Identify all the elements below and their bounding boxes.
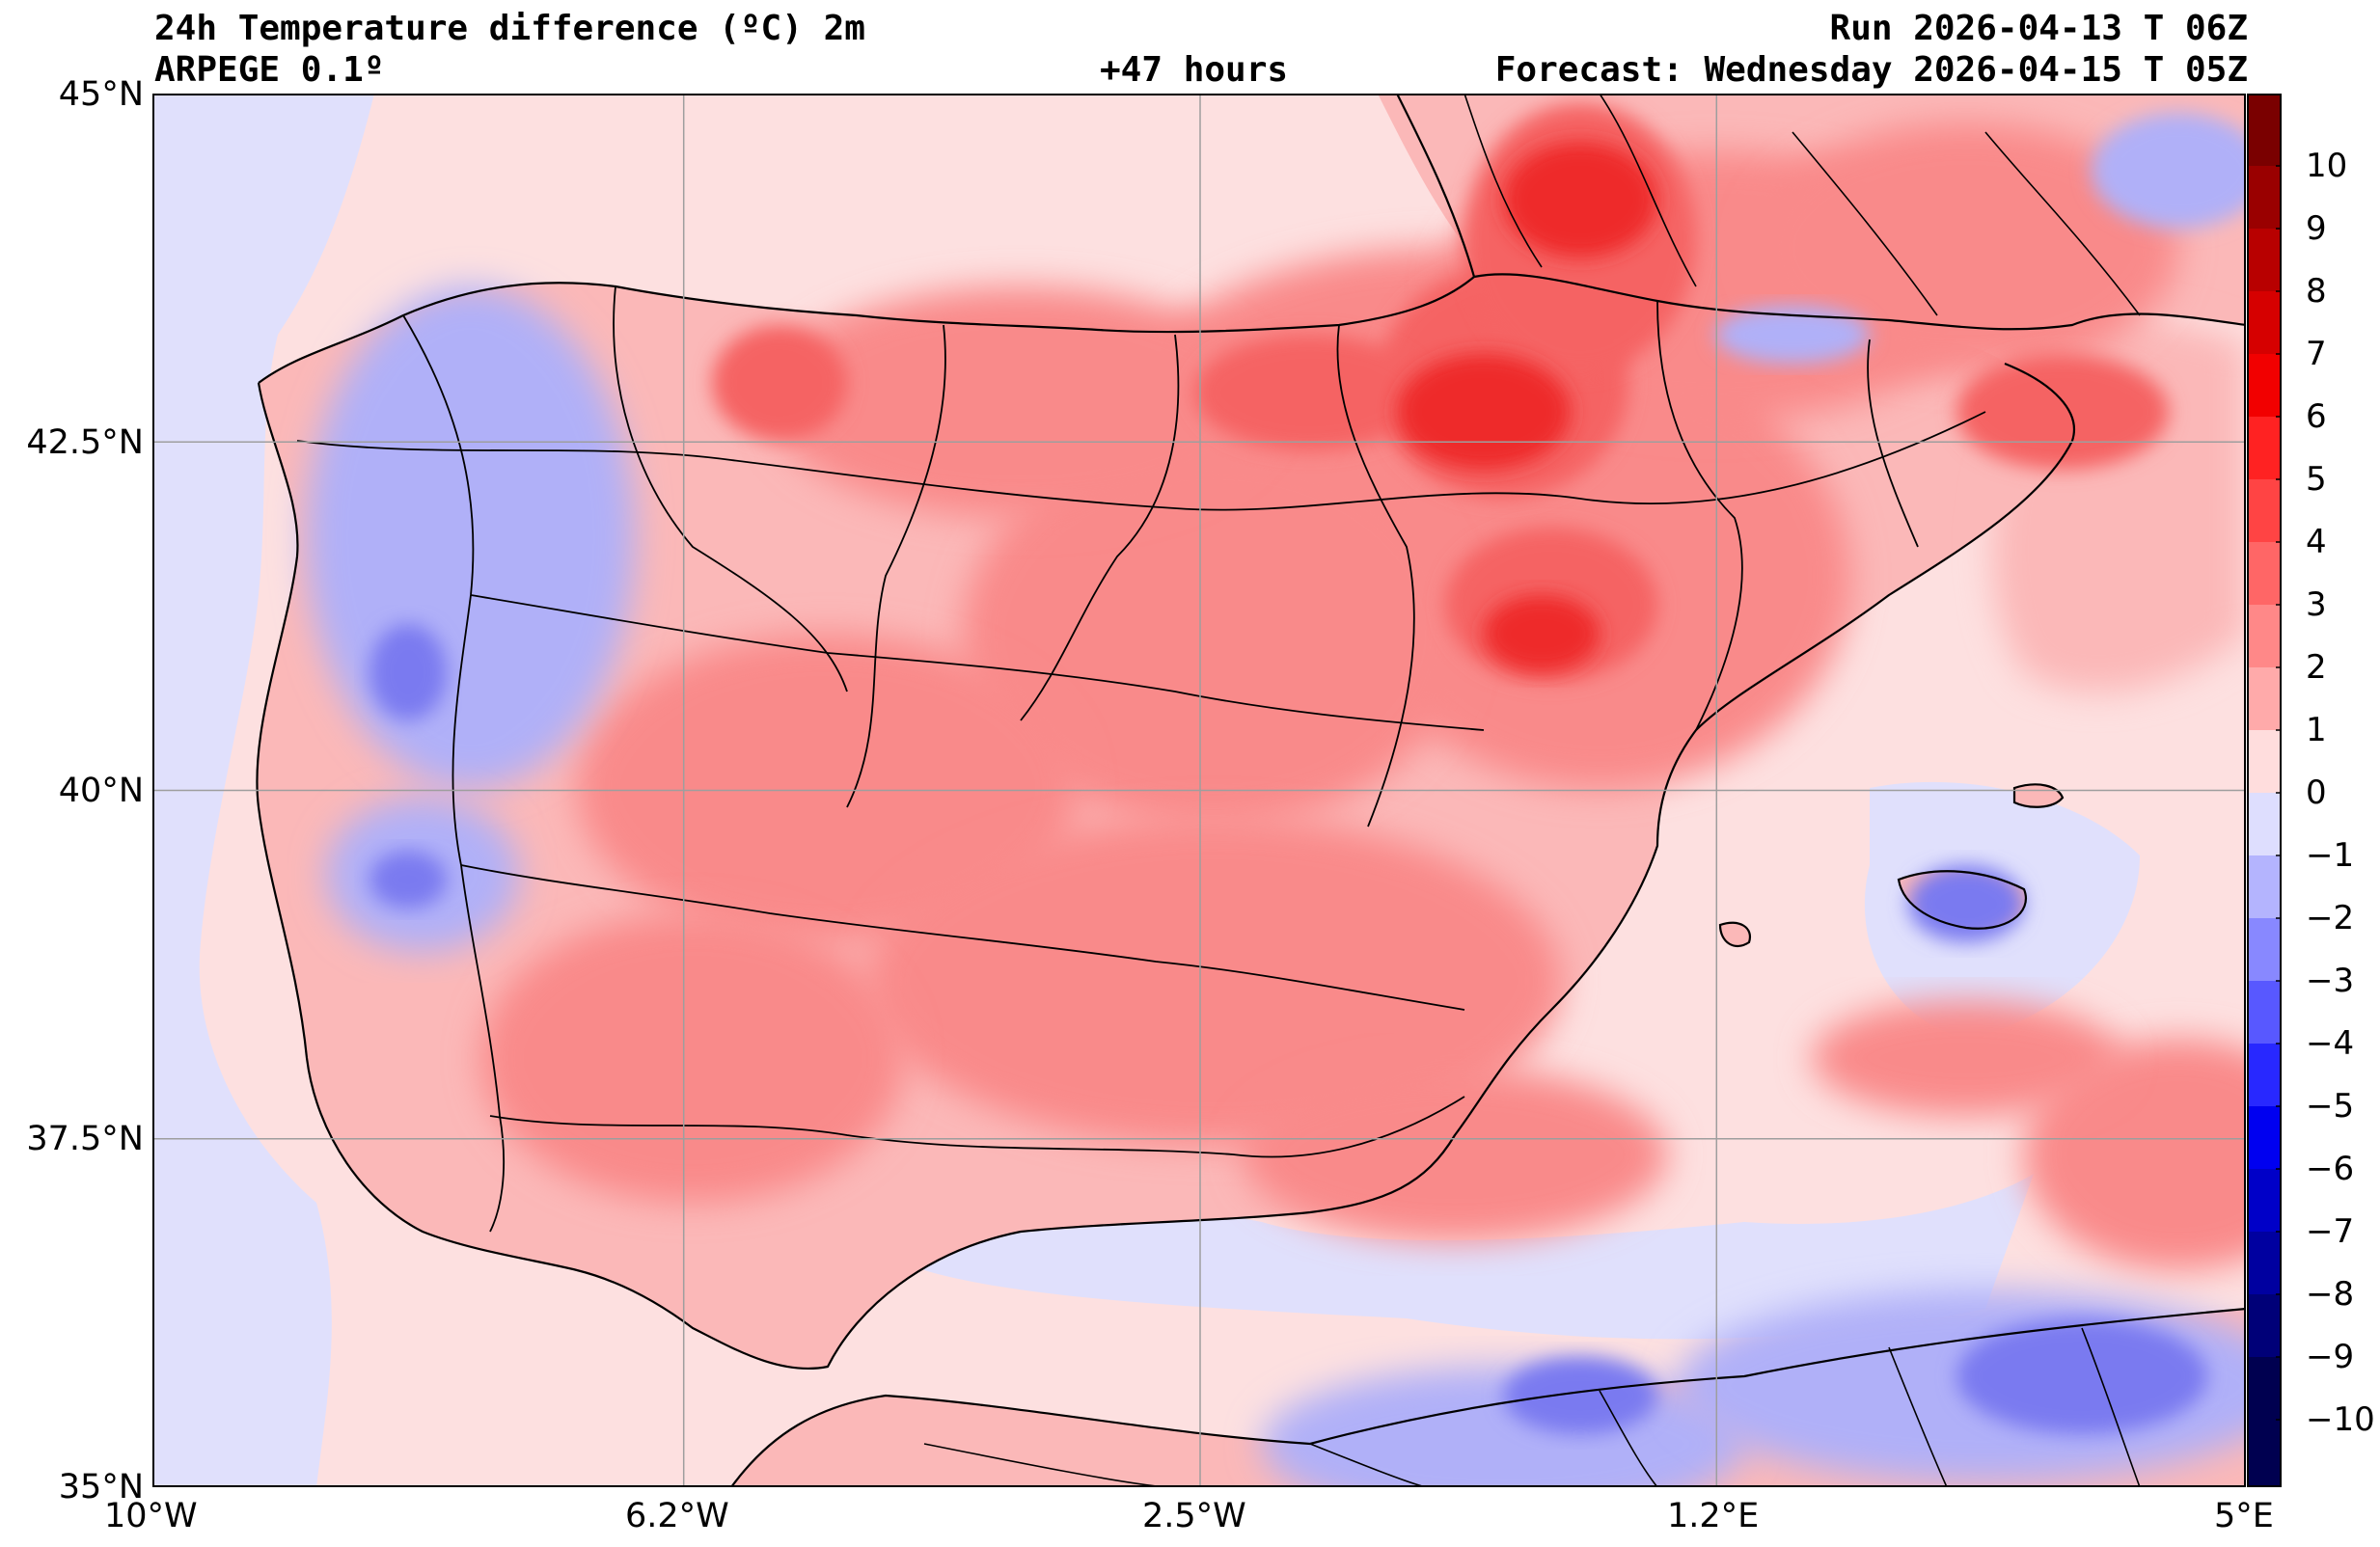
colorbar-bin — [2247, 605, 2282, 667]
colorbar-label: 6 — [2306, 397, 2327, 436]
colorbar-label: −5 — [2306, 1087, 2355, 1126]
colorbar-bin — [2247, 479, 2282, 542]
lat-tick-35n: 35°N — [58, 1468, 144, 1506]
temperature-colorbar — [2247, 94, 2282, 1487]
colorbar-bin — [2247, 1169, 2282, 1232]
warm-anomaly-layer — [480, 103, 2246, 1270]
coastlines-and-borders — [256, 94, 2246, 1487]
colorbar-label: −9 — [2306, 1338, 2355, 1376]
colorbar-label: 4 — [2306, 523, 2327, 561]
colorbar-bin — [2247, 166, 2282, 229]
lat-tick-37-5n: 37.5°N — [26, 1120, 144, 1158]
colorbar-bin — [2247, 229, 2282, 291]
lat-lon-gridlines — [152, 94, 2246, 1487]
colorbar-bin — [2247, 291, 2282, 354]
forecast-label: Forecast: Wednesday 2026-04-15 T 05Z — [1494, 50, 2248, 90]
colorbar-bin — [2247, 1420, 2282, 1487]
colorbar-label: 9 — [2306, 209, 2327, 248]
model-label: ARPEGE 0.1º — [154, 50, 385, 90]
colorbar-bin — [2247, 94, 2282, 166]
colorbar-label: −3 — [2306, 962, 2355, 1000]
lat-tick-40n: 40°N — [58, 772, 144, 810]
colorbar-bin — [2247, 1357, 2282, 1420]
colorbar-label: 5 — [2306, 460, 2327, 499]
colorbar-label: −2 — [2306, 899, 2355, 937]
lon-tick-1-2e: 1.2°E — [1667, 1497, 1760, 1535]
colorbar-bin — [2247, 730, 2282, 793]
colorbar-frame — [2247, 94, 2282, 1487]
colorbar-label: 8 — [2306, 272, 2327, 311]
colorbar-bin — [2247, 667, 2282, 730]
colorbar-bin — [2247, 417, 2282, 479]
lon-tick-10w: 10°W — [104, 1497, 198, 1535]
run-label: Run 2026-04-13 T 06Z — [1829, 9, 2248, 48]
colorbar-label: 2 — [2306, 648, 2327, 687]
colorbar-bin — [2247, 981, 2282, 1044]
colorbar-label: −4 — [2306, 1024, 2355, 1063]
colorbar-label: 10 — [2306, 147, 2348, 185]
colorbar-bin — [2247, 1106, 2282, 1169]
colorbar-bin — [2247, 1044, 2282, 1106]
lon-tick-2-5w: 2.5°W — [1142, 1497, 1246, 1535]
colorbar-label: 1 — [2306, 711, 2327, 749]
colorbar-bin — [2247, 354, 2282, 417]
colorbar-label: −1 — [2306, 836, 2355, 875]
colorbar-label: −6 — [2306, 1150, 2355, 1188]
temperature-difference-map — [152, 94, 2246, 1487]
map-title: 24h Temperature difference (ºC) 2m — [154, 9, 865, 48]
colorbar-bin — [2247, 1232, 2282, 1294]
lead-time-label: +47 hours — [1100, 50, 1289, 90]
colorbar-label: −8 — [2306, 1275, 2355, 1314]
colorbar-label: 0 — [2306, 774, 2327, 812]
lat-tick-42-5n: 42.5°N — [26, 423, 144, 462]
colorbar-bin — [2247, 1294, 2282, 1357]
map-frame — [152, 94, 2246, 1487]
colorbar-bin — [2247, 793, 2282, 855]
colorbar-label: −7 — [2306, 1212, 2355, 1251]
colorbar-label: 7 — [2306, 335, 2327, 373]
colorbar-label: 3 — [2306, 585, 2327, 624]
colorbar-bin — [2247, 855, 2282, 918]
colorbar-label: −10 — [2306, 1400, 2375, 1439]
cool-anomaly-layer — [307, 113, 2246, 1487]
colorbar-bin — [2247, 918, 2282, 981]
lon-tick-5e: 5°E — [2214, 1497, 2274, 1535]
lat-tick-45n: 45°N — [58, 75, 144, 114]
colorbar-bin — [2247, 542, 2282, 605]
lon-tick-6-2w: 6.2°W — [625, 1497, 729, 1535]
